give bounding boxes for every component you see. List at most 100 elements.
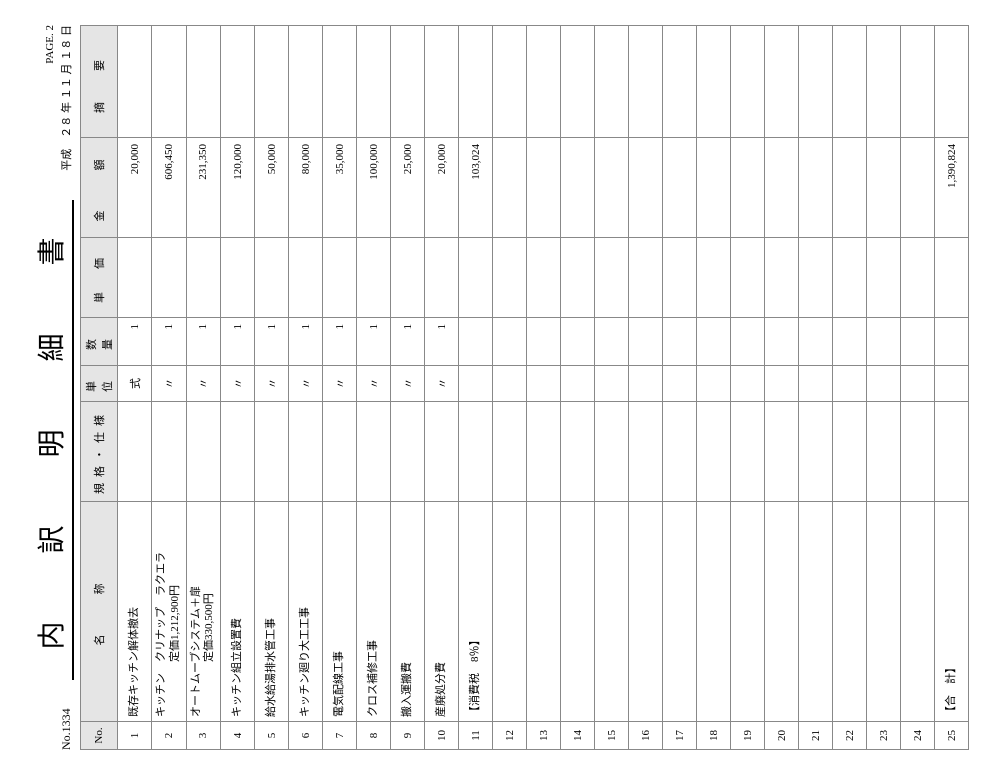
cell-price: [595, 238, 629, 318]
table-row: 12: [493, 26, 527, 750]
cell-amount: [799, 138, 833, 238]
cell-amount: 80,000: [289, 138, 323, 238]
table-row: 20: [765, 26, 799, 750]
cell-no: 9: [391, 722, 425, 750]
cell-note: [255, 26, 289, 138]
cell-name: [595, 502, 629, 722]
detail-table: No. 名 称 規格・仕様 単位 数 量 単 価 金 額 摘 要 1既存キッチン…: [80, 25, 969, 750]
cell-name: [663, 502, 697, 722]
cell-unit: 〃: [152, 366, 187, 402]
cell-name: オートムーブシステム＋扉 定価330,500円: [186, 502, 221, 722]
cell-name: クロス補修工事: [357, 502, 391, 722]
cell-unit: [765, 366, 799, 402]
cell-note: [459, 26, 493, 138]
cell-qty: 1: [425, 318, 459, 366]
cell-qty: [867, 318, 901, 366]
cell-no: 16: [629, 722, 663, 750]
cell-price: [152, 238, 187, 318]
cell-amount: 50,000: [255, 138, 289, 238]
cell-note: [901, 26, 935, 138]
cell-note: [595, 26, 629, 138]
cell-spec: [629, 402, 663, 502]
cell-amount: 103,024: [459, 138, 493, 238]
cell-note: [425, 26, 459, 138]
cell-name: 既存キッチン解体撤去: [118, 502, 152, 722]
cell-no: 12: [493, 722, 527, 750]
cell-unit: [595, 366, 629, 402]
table-row: 18: [697, 26, 731, 750]
cell-amount: 231,350: [186, 138, 221, 238]
header-no: No.: [81, 722, 118, 750]
cell-price: [425, 238, 459, 318]
cell-unit: [799, 366, 833, 402]
cell-unit: [697, 366, 731, 402]
cell-no: 1: [118, 722, 152, 750]
cell-unit: [493, 366, 527, 402]
cell-spec: [391, 402, 425, 502]
cell-spec: [255, 402, 289, 502]
cell-note: [629, 26, 663, 138]
cell-spec: [595, 402, 629, 502]
table-row: 2キッチン クリナップ ラクエラ 定価1,212,900円〃1606,450: [152, 26, 187, 750]
cell-amount: [697, 138, 731, 238]
cell-spec: [867, 402, 901, 502]
cell-spec: [833, 402, 867, 502]
table-row: 4キッチン組立設置費〃1120,000: [221, 26, 255, 750]
cell-name: キッチン組立設置費: [221, 502, 255, 722]
cell-spec: [459, 402, 493, 502]
cell-amount: [833, 138, 867, 238]
cell-unit: 〃: [391, 366, 425, 402]
cell-spec: [731, 402, 765, 502]
cell-no: 13: [527, 722, 561, 750]
document-title: 内 訳 明 細 書: [30, 200, 74, 680]
cell-amount: 120,000: [221, 138, 255, 238]
cell-note: [663, 26, 697, 138]
cell-qty: 1: [289, 318, 323, 366]
cell-price: [459, 238, 493, 318]
table-row: 24: [901, 26, 935, 750]
cell-no: 5: [255, 722, 289, 750]
cell-amount: [561, 138, 595, 238]
cell-qty: [731, 318, 765, 366]
cell-no: 7: [323, 722, 357, 750]
cell-name: [731, 502, 765, 722]
header-price: 単 価: [81, 238, 118, 318]
header-spec: 規格・仕様: [81, 402, 118, 502]
cell-name: [629, 502, 663, 722]
cell-spec: [527, 402, 561, 502]
cell-name: 産廃処分費: [425, 502, 459, 722]
cell-qty: [765, 318, 799, 366]
cell-no: 25: [935, 722, 969, 750]
cell-spec: [799, 402, 833, 502]
cell-no: 10: [425, 722, 459, 750]
header-name: 名 称: [81, 502, 118, 722]
cell-unit: 〃: [221, 366, 255, 402]
document-number: No.1334: [59, 708, 74, 750]
cell-unit: [731, 366, 765, 402]
cell-spec: [493, 402, 527, 502]
table-row: 6キッチン廻り大工工事〃180,000: [289, 26, 323, 750]
table-row: 9搬入運搬費〃125,000: [391, 26, 425, 750]
cell-qty: [493, 318, 527, 366]
table-row: 14: [561, 26, 595, 750]
cell-qty: 1: [186, 318, 221, 366]
cell-price: [629, 238, 663, 318]
page-date-block: PAGE. 2 平成 ２８ 年 １１ 月 １８ 日: [44, 25, 74, 171]
cell-no: 19: [731, 722, 765, 750]
cell-name: 【合 計】: [935, 502, 969, 722]
cell-note: [833, 26, 867, 138]
cell-unit: [833, 366, 867, 402]
cell-no: 15: [595, 722, 629, 750]
table-row: 15: [595, 26, 629, 750]
cell-amount: 1,390,824: [935, 138, 969, 238]
cell-note: [152, 26, 187, 138]
cell-qty: 1: [221, 318, 255, 366]
cell-note: [493, 26, 527, 138]
cell-name: [527, 502, 561, 722]
cell-price: [731, 238, 765, 318]
cell-no: 24: [901, 722, 935, 750]
cell-amount: [731, 138, 765, 238]
cell-spec: [425, 402, 459, 502]
table-row: 8クロス補修工事〃1100,000: [357, 26, 391, 750]
cell-no: 21: [799, 722, 833, 750]
